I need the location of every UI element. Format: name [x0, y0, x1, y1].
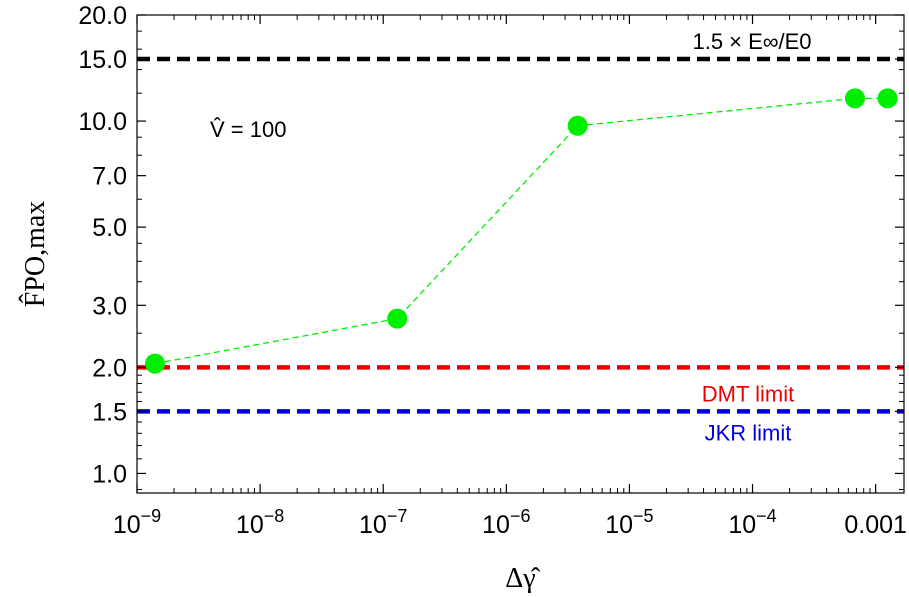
y-tick-label: 15.0: [78, 46, 127, 74]
y-tick-label: 5.0: [92, 214, 127, 242]
x-tick-label: 10−5: [605, 506, 653, 539]
data-series: [144, 88, 898, 374]
x-tick-label: 10−7: [359, 506, 407, 539]
x-tick-label: 10−6: [482, 506, 530, 539]
volume-annotation: V̂ = 100: [210, 117, 286, 142]
data-point: [567, 115, 588, 136]
y-tick-label: 2.0: [92, 354, 127, 382]
plot-frame: [136, 14, 905, 494]
data-point: [144, 353, 165, 374]
x-tick-label: 10−8: [236, 506, 284, 539]
reference-lines: [137, 56, 904, 414]
y-axis-label: F̂PO,max: [20, 201, 51, 308]
jkr-limit-label: JKR limit: [705, 420, 792, 445]
x-tick-label: 10−9: [113, 506, 161, 539]
x-tick-label: 10−4: [728, 506, 776, 539]
y-tick-label: 3.0: [92, 292, 127, 320]
data-point: [845, 88, 866, 109]
ref-line-label-e-ratio: 1.5 × E∞/E0: [692, 29, 811, 54]
x-tick-label: 0.001: [844, 511, 907, 539]
data-point: [387, 308, 408, 329]
x-axis-label: Δγ̂: [505, 563, 540, 594]
y-tick-label: 10.0: [78, 108, 127, 136]
y-tick-label: 1.5: [92, 398, 127, 426]
axis-ticks: 1.0 1.5 2.0 3.0 5.0 7.0 10.0 15.0 20.0 10−9 10−8 10…: [78, 2, 907, 539]
data-point: [877, 88, 898, 109]
y-tick-label: 7.0: [92, 163, 127, 191]
y-tick-label: 1.0: [92, 460, 127, 488]
dmt-limit-label: DMT limit: [702, 381, 794, 406]
y-tick-label: 20.0: [78, 2, 127, 30]
